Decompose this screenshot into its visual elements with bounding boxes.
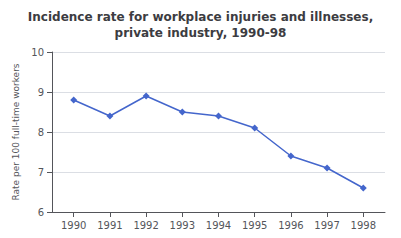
svg-text:1995: 1995 [242, 220, 267, 231]
svg-text:private industry, 1990-98: private industry, 1990-98 [115, 26, 287, 40]
svg-text:1990: 1990 [61, 220, 86, 231]
svg-text:1996: 1996 [278, 220, 303, 231]
svg-text:10: 10 [31, 47, 44, 58]
svg-text:Incidence rate for workplace i: Incidence rate for workplace injuries an… [28, 10, 373, 24]
svg-text:1992: 1992 [133, 220, 158, 231]
svg-text:1993: 1993 [170, 220, 195, 231]
svg-text:1998: 1998 [351, 220, 376, 231]
svg-text:1991: 1991 [97, 220, 122, 231]
svg-text:Rate per 100 full-time workers: Rate per 100 full-time workers [11, 63, 21, 200]
svg-text:1997: 1997 [314, 220, 339, 231]
svg-text:9: 9 [38, 87, 44, 98]
svg-text:8: 8 [38, 127, 44, 138]
svg-text:6: 6 [38, 207, 44, 218]
svg-text:7: 7 [38, 167, 44, 178]
svg-text:1994: 1994 [206, 220, 231, 231]
